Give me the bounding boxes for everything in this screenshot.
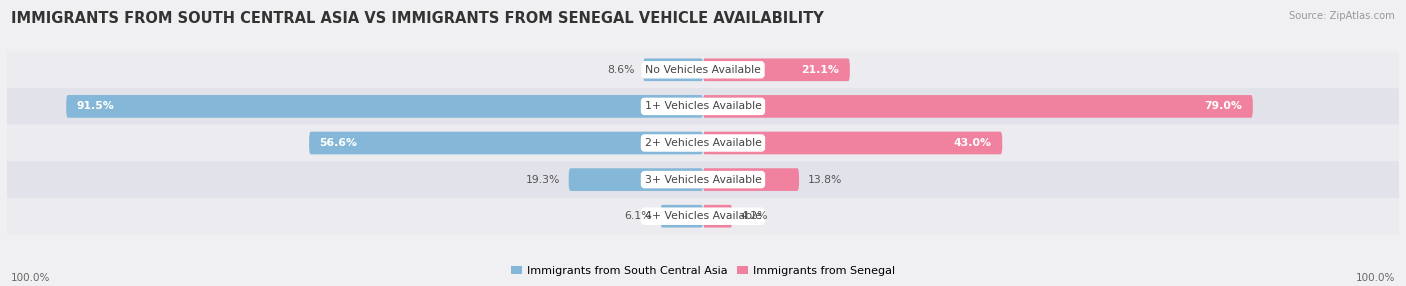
FancyBboxPatch shape [66,95,703,118]
Text: 1+ Vehicles Available: 1+ Vehicles Available [644,102,762,111]
Text: 19.3%: 19.3% [526,175,561,184]
FancyBboxPatch shape [309,132,703,154]
FancyBboxPatch shape [643,58,703,81]
Text: 43.0%: 43.0% [953,138,991,148]
FancyBboxPatch shape [7,125,1399,161]
FancyBboxPatch shape [703,58,849,81]
FancyBboxPatch shape [703,168,799,191]
Text: Source: ZipAtlas.com: Source: ZipAtlas.com [1289,11,1395,21]
Text: 3+ Vehicles Available: 3+ Vehicles Available [644,175,762,184]
Text: 8.6%: 8.6% [607,65,634,75]
Text: 4.2%: 4.2% [741,211,768,221]
FancyBboxPatch shape [7,198,1399,235]
FancyBboxPatch shape [703,95,1253,118]
FancyBboxPatch shape [661,205,703,228]
FancyBboxPatch shape [7,88,1399,125]
Text: 79.0%: 79.0% [1205,102,1243,111]
FancyBboxPatch shape [7,51,1399,88]
Text: 2+ Vehicles Available: 2+ Vehicles Available [644,138,762,148]
Text: 100.0%: 100.0% [11,273,51,283]
Text: No Vehicles Available: No Vehicles Available [645,65,761,75]
Text: 6.1%: 6.1% [624,211,652,221]
FancyBboxPatch shape [703,132,1002,154]
Text: 56.6%: 56.6% [319,138,357,148]
Text: 91.5%: 91.5% [76,102,114,111]
Legend: Immigrants from South Central Asia, Immigrants from Senegal: Immigrants from South Central Asia, Immi… [506,261,900,281]
Text: IMMIGRANTS FROM SOUTH CENTRAL ASIA VS IMMIGRANTS FROM SENEGAL VEHICLE AVAILABILI: IMMIGRANTS FROM SOUTH CENTRAL ASIA VS IM… [11,11,824,26]
Text: 100.0%: 100.0% [1355,273,1395,283]
Text: 4+ Vehicles Available: 4+ Vehicles Available [644,211,762,221]
Text: 13.8%: 13.8% [807,175,842,184]
FancyBboxPatch shape [568,168,703,191]
FancyBboxPatch shape [7,161,1399,198]
FancyBboxPatch shape [703,205,733,228]
Text: 21.1%: 21.1% [801,65,839,75]
